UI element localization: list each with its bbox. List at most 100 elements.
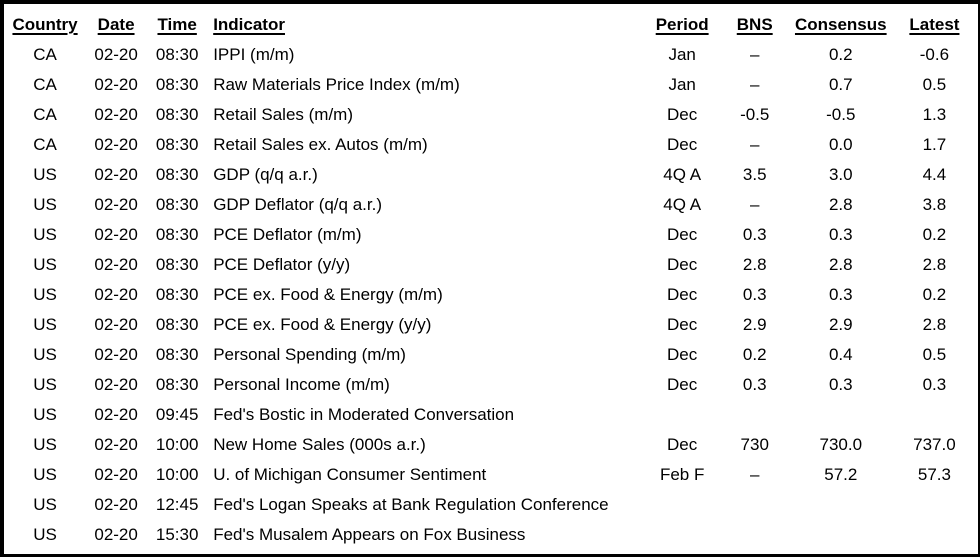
- cell-time: 08:30: [155, 285, 199, 304]
- cell-period: Dec: [667, 255, 698, 274]
- cell-consensus: [791, 400, 891, 430]
- table-row: US 02-20 12:45 Fed's Logan Speaks at Ban…: [4, 490, 978, 520]
- cell-latest: 0.2: [922, 285, 947, 304]
- table-body: CA 02-20 08:30 IPPI (m/m) Jan – 0.2 -0.6…: [4, 40, 978, 550]
- cell-latest: 0.2: [922, 225, 947, 244]
- cell-time: 08:30: [155, 165, 199, 184]
- cell-consensus: -0.5: [826, 105, 856, 124]
- table-row: US 02-20 08:30 PCE Deflator (m/m) Dec 0.…: [4, 220, 978, 250]
- cell-time: 08:30: [155, 75, 199, 94]
- cell-country: US: [33, 345, 57, 364]
- cell-indicator: New Home Sales (000s a.r.): [213, 435, 426, 454]
- cell-bns: 2.8: [742, 255, 767, 274]
- cell-consensus: [791, 490, 891, 520]
- cell-date: 02-20: [94, 315, 138, 334]
- cell-time: 08:30: [155, 345, 199, 364]
- cell-indicator: Personal Spending (m/m): [213, 345, 406, 364]
- cell-period: Dec: [667, 135, 698, 154]
- cell-time: 10:00: [155, 435, 199, 454]
- column-header-consensus: Consensus: [794, 15, 887, 34]
- cell-latest: 2.8: [922, 315, 947, 334]
- cell-latest: 0.5: [922, 75, 947, 94]
- cell-country: CA: [33, 105, 57, 124]
- cell-latest: 1.3: [922, 105, 947, 124]
- cell-time: 08:30: [155, 135, 199, 154]
- cell-country: US: [33, 525, 57, 544]
- cell-consensus: 0.3: [828, 225, 853, 244]
- cell-country: US: [33, 405, 57, 424]
- cell-consensus: 0.7: [828, 75, 853, 94]
- cell-indicator: U. of Michigan Consumer Sentiment: [213, 465, 487, 484]
- calendar-table: Country Date Time Indicator Period BNS C…: [4, 10, 978, 550]
- cell-time: 12:45: [155, 495, 199, 514]
- cell-time: 15:30: [155, 525, 199, 544]
- cell-latest: -0.6: [919, 45, 950, 64]
- cell-period: [646, 490, 719, 520]
- table-row: CA 02-20 08:30 Retail Sales (m/m) Dec -0…: [4, 100, 978, 130]
- cell-bns: 0.3: [742, 285, 767, 304]
- cell-bns: –: [749, 135, 760, 154]
- cell-country: US: [33, 465, 57, 484]
- table-header: Country Date Time Indicator Period BNS C…: [4, 10, 978, 40]
- table-row: US 02-20 08:30 PCE ex. Food & Energy (m/…: [4, 280, 978, 310]
- cell-indicator: PCE ex. Food & Energy (y/y): [213, 315, 432, 334]
- cell-consensus: 0.3: [828, 375, 853, 394]
- cell-country: US: [33, 495, 57, 514]
- cell-indicator: Raw Materials Price Index (m/m): [213, 75, 460, 94]
- cell-country: US: [33, 225, 57, 244]
- table-row: CA 02-20 08:30 Retail Sales ex. Autos (m…: [4, 130, 978, 160]
- cell-date: 02-20: [94, 405, 138, 424]
- table-row: US 02-20 08:30 PCE Deflator (y/y) Dec 2.…: [4, 250, 978, 280]
- table-row: US 02-20 08:30 GDP (q/q a.r.) 4Q A 3.5 3…: [4, 160, 978, 190]
- cell-date: 02-20: [94, 135, 138, 154]
- cell-latest: 2.8: [922, 255, 947, 274]
- cell-bns: 2.9: [742, 315, 767, 334]
- cell-country: US: [33, 375, 57, 394]
- cell-indicator: Personal Income (m/m): [213, 375, 390, 394]
- cell-period: Jan: [668, 75, 696, 94]
- cell-time: 08:30: [155, 375, 199, 394]
- cell-latest: [891, 520, 978, 550]
- cell-period: Jan: [668, 45, 696, 64]
- cell-consensus: [791, 520, 891, 550]
- cell-bns: 0.2: [742, 345, 767, 364]
- cell-bns: 3.5: [742, 165, 767, 184]
- cell-bns: [719, 490, 791, 520]
- cell-consensus: 0.3: [828, 285, 853, 304]
- cell-latest: [891, 400, 978, 430]
- cell-date: 02-20: [94, 435, 138, 454]
- column-header-date: Date: [97, 15, 135, 34]
- cell-consensus: 0.2: [828, 45, 853, 64]
- cell-bns: –: [749, 465, 760, 484]
- cell-bns: 0.3: [742, 225, 767, 244]
- cell-indicator: GDP Deflator (q/q a.r.): [213, 195, 382, 214]
- cell-period: Dec: [667, 285, 698, 304]
- header-row: Country Date Time Indicator Period BNS C…: [4, 10, 978, 40]
- cell-consensus: 57.2: [824, 465, 858, 484]
- table-row: US 02-20 08:30 GDP Deflator (q/q a.r.) 4…: [4, 190, 978, 220]
- cell-latest: 737.0: [913, 435, 956, 454]
- cell-date: 02-20: [94, 495, 138, 514]
- cell-time: 08:30: [155, 315, 199, 334]
- cell-period: Dec: [667, 105, 698, 124]
- cell-latest: 0.5: [922, 345, 947, 364]
- cell-bns: –: [749, 75, 760, 94]
- cell-date: 02-20: [94, 225, 138, 244]
- column-header-latest: Latest: [909, 15, 960, 34]
- cell-time: 08:30: [155, 195, 199, 214]
- cell-bns: 730: [740, 435, 769, 454]
- cell-date: 02-20: [94, 45, 138, 64]
- cell-bns: [719, 520, 791, 550]
- table-row: US 02-20 08:30 Personal Income (m/m) Dec…: [4, 370, 978, 400]
- cell-country: US: [33, 195, 57, 214]
- cell-consensus: 2.8: [828, 195, 853, 214]
- table-row: US 02-20 10:00 New Home Sales (000s a.r.…: [4, 430, 978, 460]
- cell-indicator: Fed's Musalem Appears on Fox Business: [213, 525, 526, 544]
- cell-country: CA: [33, 75, 57, 94]
- table-row: CA 02-20 08:30 IPPI (m/m) Jan – 0.2 -0.6: [4, 40, 978, 70]
- cell-country: US: [33, 165, 57, 184]
- cell-date: 02-20: [94, 255, 138, 274]
- cell-date: 02-20: [94, 285, 138, 304]
- table-row: US 02-20 09:45 Fed's Bostic in Moderated…: [4, 400, 978, 430]
